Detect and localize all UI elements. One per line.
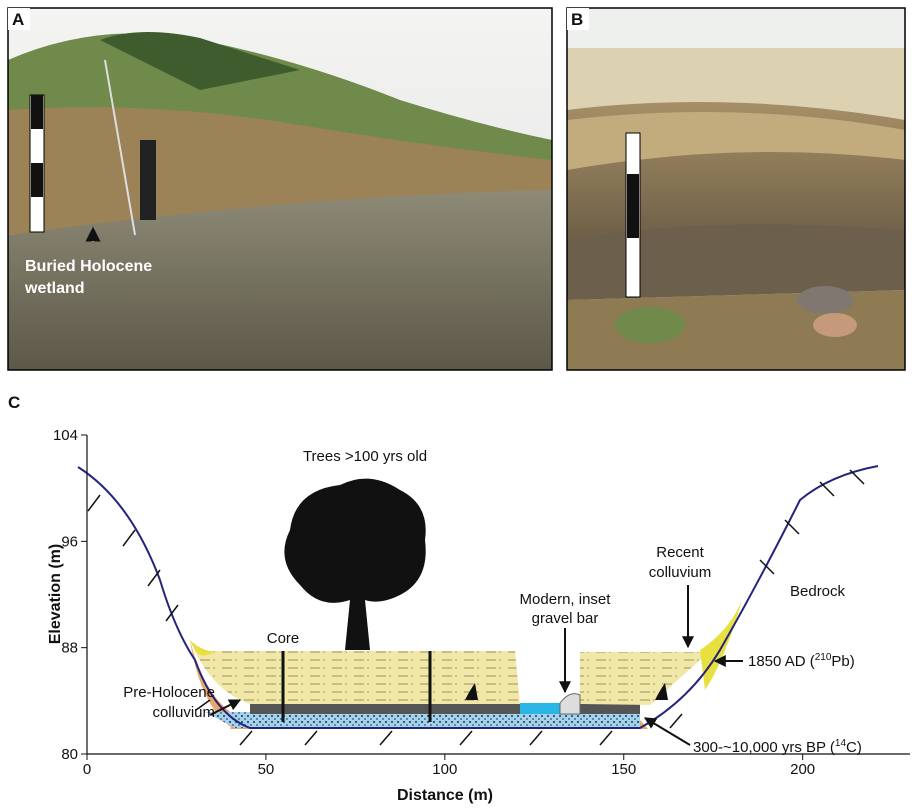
y-axis-label: Elevation (m) xyxy=(47,544,64,644)
annotation: Bedrock xyxy=(790,583,846,600)
figure: A Buried Holocene wetland B C 8088961040… xyxy=(0,0,912,806)
x-tick-label: 0 xyxy=(83,761,91,778)
x-tick-label: 100 xyxy=(432,761,457,778)
x-tick-label: 200 xyxy=(790,761,815,778)
annotation-text: 300-~10,000 yrs BP ( xyxy=(693,739,835,756)
annotation-sup: 210 xyxy=(815,652,832,663)
annotation: 300-~10,000 yrs BP (14C) xyxy=(693,738,862,756)
annotation: Trees >100 yrs old xyxy=(303,448,427,465)
x-tick-label: 50 xyxy=(258,761,275,778)
panel-label: A xyxy=(12,10,24,29)
annotation: Modern, inset xyxy=(520,591,612,608)
photo-a xyxy=(8,8,552,370)
annotation: wetland xyxy=(24,280,85,297)
panel-label: B xyxy=(571,10,583,29)
annotation: Pre-Holocene xyxy=(123,684,215,701)
annotation: gravel bar xyxy=(532,610,599,627)
annotation-text: 1850 AD ( xyxy=(748,653,815,670)
y-tick-label: 80 xyxy=(61,746,78,763)
annotation-sup: 14 xyxy=(835,738,847,749)
photo-b xyxy=(567,8,905,370)
annotation-text: C) xyxy=(846,739,862,756)
panel-label: C xyxy=(8,393,20,412)
annotation: Buried Holocene xyxy=(25,258,152,275)
annotation: 1850 AD (210Pb) xyxy=(748,652,855,670)
x-axis-label: Distance (m) xyxy=(397,787,493,804)
annotation: colluvium xyxy=(649,564,712,581)
y-tick-label: 104 xyxy=(53,427,78,444)
annotation: Core xyxy=(267,630,300,647)
annotation: colluvium xyxy=(152,704,215,721)
annotation-text: Pb) xyxy=(831,653,854,670)
x-tick-label: 150 xyxy=(611,761,636,778)
annotation: Recent xyxy=(656,544,704,561)
